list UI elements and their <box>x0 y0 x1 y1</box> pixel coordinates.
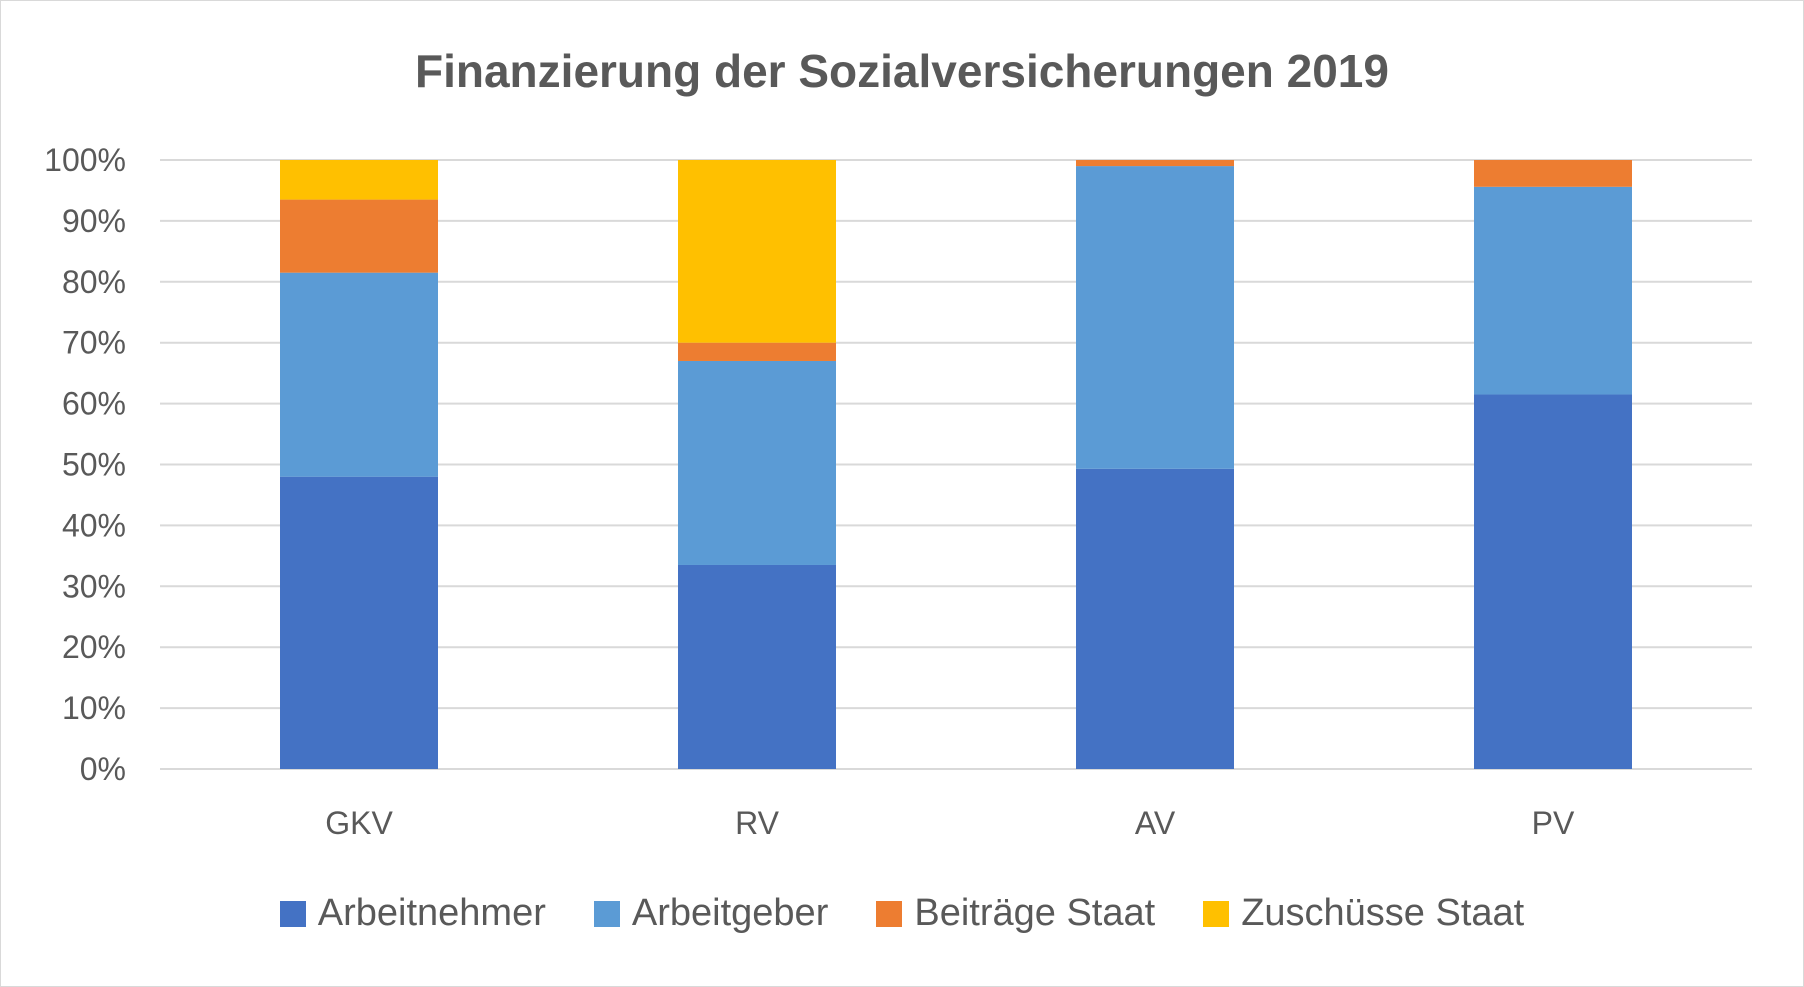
y-tick-label: 10% <box>62 690 126 726</box>
x-tick-label: AV <box>1135 805 1176 841</box>
legend-label: Arbeitgeber <box>631 892 829 934</box>
bar-segment-av-arbeitnehmer <box>1076 468 1234 769</box>
y-tick-label: 0% <box>80 751 126 787</box>
legend-item: Zuschüsse Staat <box>1203 892 1524 935</box>
y-tick-label: 50% <box>62 447 126 483</box>
y-tick-label: 100% <box>44 142 126 178</box>
y-tick-label: 40% <box>62 507 126 543</box>
legend-item: Beiträge Staat <box>876 892 1155 935</box>
legend-swatch <box>1203 900 1230 927</box>
y-tick-label: 20% <box>62 629 126 665</box>
legend-swatch <box>279 900 306 927</box>
bar-segment-gkv-beiträge-staat <box>280 199 438 273</box>
bar-segment-pv-arbeitgeber <box>1474 186 1632 395</box>
bar-segment-av-beiträge-staat <box>1076 160 1234 167</box>
chart-title: Finanzierung der Sozialversicherungen 20… <box>415 45 1389 97</box>
y-tick-label: 90% <box>62 203 126 239</box>
bar-segment-rv-arbeitnehmer <box>678 564 836 769</box>
bar-segment-pv-beiträge-staat <box>1474 160 1632 187</box>
legend-item: Arbeitnehmer <box>279 892 546 935</box>
bar-segment-av-arbeitgeber <box>1076 166 1234 469</box>
x-tick-label: PV <box>1532 805 1575 841</box>
y-tick-label: 70% <box>62 325 126 361</box>
bar-segment-rv-arbeitgeber <box>678 360 836 565</box>
legend-label: Beiträge Staat <box>914 892 1156 934</box>
bar-segment-rv-zuschüsse-staat <box>678 160 836 343</box>
legend-swatch <box>593 900 620 927</box>
bar-segment-gkv-arbeitnehmer <box>280 476 438 769</box>
legend-swatch <box>876 900 903 927</box>
chart-legend: Arbeitnehmer Arbeitgeber Beiträge Staat Zus… <box>0 892 1804 935</box>
y-tick-label: 80% <box>62 264 126 300</box>
legend-label: Zuschüsse Staat <box>1241 892 1525 934</box>
bar-segment-pv-arbeitnehmer <box>1474 394 1632 769</box>
x-tick-label: RV <box>735 805 780 841</box>
y-tick-label: 60% <box>62 386 126 422</box>
bar-segment-rv-beiträge-staat <box>678 342 836 361</box>
bar-segment-gkv-zuschüsse-staat <box>280 160 438 200</box>
bar-segment-gkv-arbeitgeber <box>280 272 438 477</box>
y-tick-label: 30% <box>62 568 126 604</box>
legend-label: Arbeitnehmer <box>317 892 546 934</box>
legend-item: Arbeitgeber <box>593 892 829 935</box>
x-tick-label: GKV <box>325 805 393 841</box>
